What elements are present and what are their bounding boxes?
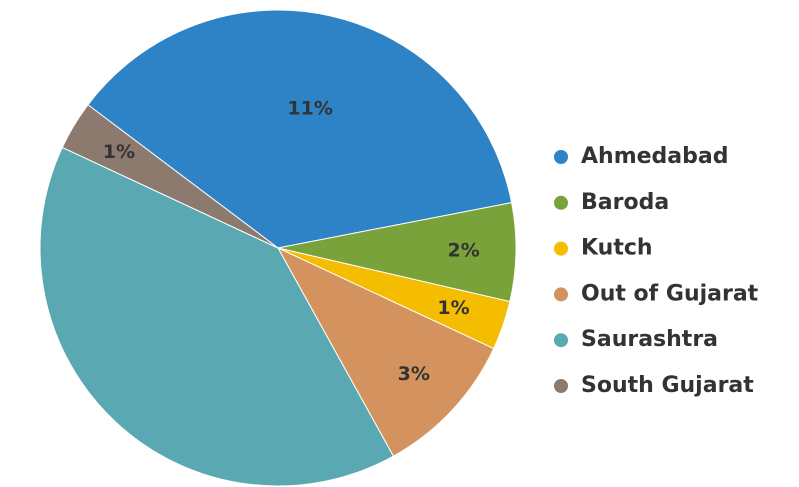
- legend-marker: [554, 379, 568, 393]
- data-label: 11%: [287, 97, 332, 119]
- legend-label: Kutch: [581, 236, 653, 261]
- legend-marker: [554, 287, 568, 302]
- legend-marker: [554, 241, 568, 256]
- legend-marker: [554, 150, 568, 164]
- pie-slice: [61, 104, 279, 249]
- data-label: 1%: [437, 297, 469, 319]
- legend-label: South Gujarat: [581, 373, 754, 398]
- legend-label: Baroda: [581, 190, 669, 215]
- pie-slice: [276, 246, 495, 457]
- pie-slice: [39, 146, 395, 487]
- pie-slice: [87, 9, 513, 249]
- legend-marker: [554, 195, 568, 210]
- legend-label: Saurashtra: [581, 327, 718, 352]
- legend-label: Out of Gujarat: [581, 281, 759, 306]
- legend-marker: [554, 333, 568, 348]
- data-label: 3%: [398, 363, 430, 385]
- data-label: 2%: [447, 240, 479, 262]
- legend-label: Ahmedabad: [581, 144, 728, 169]
- data-label: 1%: [103, 141, 135, 163]
